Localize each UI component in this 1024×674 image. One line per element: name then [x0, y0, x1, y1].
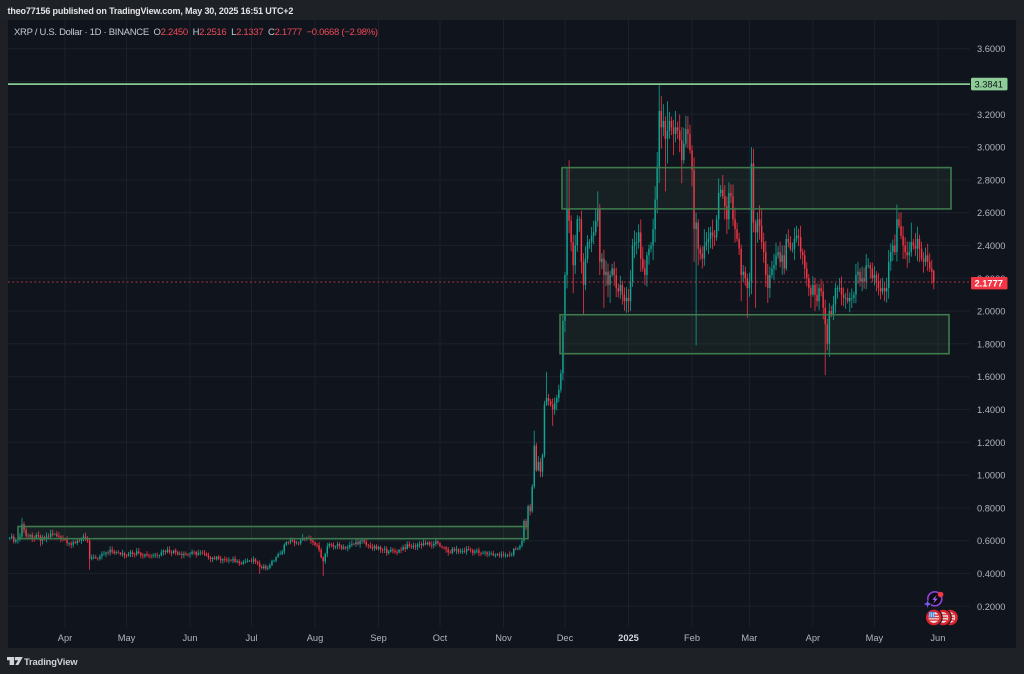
svg-text:0.4000: 0.4000: [977, 569, 1005, 579]
svg-text:3.2000: 3.2000: [977, 110, 1005, 120]
svg-text:2.0000: 2.0000: [977, 307, 1005, 317]
svg-text:Apr: Apr: [58, 633, 72, 643]
svg-text:May: May: [118, 633, 136, 643]
svg-text:2.1777: 2.1777: [975, 279, 1003, 289]
svg-text:Feb: Feb: [684, 633, 700, 643]
svg-text:Sep: Sep: [370, 633, 387, 643]
svg-text:Aug: Aug: [307, 633, 324, 643]
svg-text:0.8000: 0.8000: [977, 503, 1005, 513]
svg-text:3.3841: 3.3841: [975, 79, 1003, 89]
svg-text:Apr: Apr: [806, 633, 820, 643]
svg-text:Nov: Nov: [495, 633, 512, 643]
svg-text:1.2000: 1.2000: [977, 438, 1005, 448]
svg-text:Dec: Dec: [557, 633, 574, 643]
svg-text:2.8000: 2.8000: [977, 175, 1005, 185]
svg-text:May: May: [866, 633, 884, 643]
svg-text:Jul: Jul: [246, 633, 258, 643]
svg-text:0.2000: 0.2000: [977, 602, 1005, 612]
svg-text:1.6000: 1.6000: [977, 372, 1005, 382]
svg-text:1.0000: 1.0000: [977, 471, 1005, 481]
svg-text:2.4000: 2.4000: [977, 241, 1005, 251]
svg-text:3.0000: 3.0000: [977, 143, 1005, 153]
svg-text:2025: 2025: [618, 633, 639, 643]
svg-text:1.8000: 1.8000: [977, 339, 1005, 349]
svg-text:Jun: Jun: [930, 633, 945, 643]
svg-text:2.6000: 2.6000: [977, 208, 1005, 218]
svg-text:1.4000: 1.4000: [977, 405, 1005, 415]
svg-text:Mar: Mar: [741, 633, 757, 643]
svg-text:Jun: Jun: [183, 633, 198, 643]
svg-text:3.6000: 3.6000: [977, 44, 1005, 54]
svg-text:0.6000: 0.6000: [977, 536, 1005, 546]
svg-text:Oct: Oct: [433, 633, 448, 643]
